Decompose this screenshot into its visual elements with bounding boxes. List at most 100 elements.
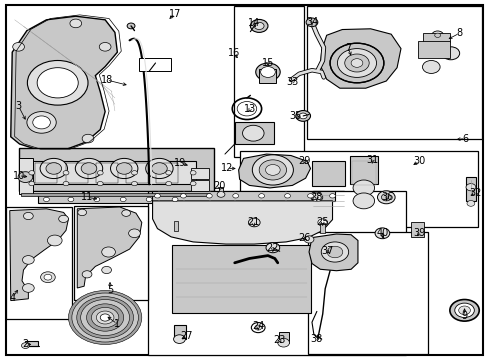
Circle shape <box>265 165 280 175</box>
Text: 3: 3 <box>16 101 21 111</box>
Bar <box>156 163 178 183</box>
Text: 6: 6 <box>462 134 468 144</box>
Bar <box>239 151 477 227</box>
Bar <box>173 325 185 339</box>
Circle shape <box>97 171 103 175</box>
Text: 35: 35 <box>289 111 302 121</box>
Circle shape <box>206 194 212 198</box>
Circle shape <box>277 338 289 347</box>
Text: 25: 25 <box>316 217 328 228</box>
Circle shape <box>68 197 74 202</box>
Circle shape <box>258 194 264 198</box>
Text: 16: 16 <box>227 48 240 58</box>
Bar <box>65 163 87 183</box>
Text: 7: 7 <box>345 42 350 53</box>
Circle shape <box>465 184 475 191</box>
Bar <box>233 6 304 157</box>
Circle shape <box>173 335 185 343</box>
Bar <box>410 222 424 237</box>
Ellipse shape <box>72 293 138 342</box>
Text: 31: 31 <box>366 155 378 165</box>
Text: 10: 10 <box>12 171 25 181</box>
Bar <box>35 163 57 183</box>
Polygon shape <box>238 154 310 188</box>
Circle shape <box>102 266 111 274</box>
Circle shape <box>265 243 279 253</box>
Ellipse shape <box>91 307 119 328</box>
Circle shape <box>381 194 390 201</box>
Circle shape <box>377 191 394 204</box>
Circle shape <box>22 256 34 264</box>
Ellipse shape <box>68 291 142 345</box>
Circle shape <box>116 163 132 174</box>
Circle shape <box>232 194 238 198</box>
Circle shape <box>59 215 68 222</box>
Circle shape <box>127 23 135 29</box>
Circle shape <box>454 303 473 318</box>
Bar <box>126 163 148 183</box>
Circle shape <box>128 229 140 238</box>
Ellipse shape <box>96 311 114 324</box>
Text: 40: 40 <box>375 228 388 238</box>
Circle shape <box>305 18 317 27</box>
Circle shape <box>165 171 171 175</box>
Circle shape <box>172 197 178 202</box>
Bar <box>96 163 118 183</box>
Circle shape <box>458 306 469 315</box>
Circle shape <box>299 113 306 119</box>
Bar <box>38 195 199 203</box>
Polygon shape <box>152 201 332 244</box>
Bar <box>24 161 195 184</box>
Circle shape <box>180 194 186 198</box>
Text: 34: 34 <box>305 17 318 27</box>
Bar <box>259 69 276 83</box>
Text: 38: 38 <box>310 334 323 344</box>
Bar <box>234 122 273 144</box>
Circle shape <box>352 193 374 209</box>
Text: 29: 29 <box>297 156 310 166</box>
Circle shape <box>250 19 267 32</box>
Text: 37: 37 <box>321 246 333 256</box>
Circle shape <box>217 192 224 197</box>
Circle shape <box>329 194 335 198</box>
Circle shape <box>40 158 67 179</box>
Text: 30: 30 <box>412 156 425 166</box>
Bar <box>19 158 33 194</box>
Bar <box>349 156 377 184</box>
Circle shape <box>44 274 52 280</box>
Text: 27: 27 <box>180 330 193 341</box>
Text: 17: 17 <box>168 9 181 19</box>
Bar <box>417 41 449 58</box>
Text: 28: 28 <box>310 192 323 202</box>
Bar <box>465 177 475 201</box>
Bar <box>307 232 427 354</box>
Bar <box>422 33 449 42</box>
Circle shape <box>190 181 196 186</box>
Circle shape <box>431 31 443 40</box>
Text: 13: 13 <box>244 104 256 114</box>
Circle shape <box>131 171 137 175</box>
Bar <box>219 187 223 194</box>
Circle shape <box>27 112 56 133</box>
Polygon shape <box>320 29 400 88</box>
Circle shape <box>254 22 264 30</box>
Bar <box>19 148 214 191</box>
Circle shape <box>374 228 389 239</box>
Circle shape <box>154 194 160 198</box>
Circle shape <box>63 181 69 186</box>
Polygon shape <box>11 16 117 149</box>
Bar <box>351 161 375 185</box>
Text: 4: 4 <box>9 293 15 303</box>
Text: 24: 24 <box>251 321 264 331</box>
Bar <box>190 168 209 179</box>
Text: 2: 2 <box>22 339 28 349</box>
Circle shape <box>41 272 55 283</box>
Circle shape <box>284 194 290 198</box>
Circle shape <box>145 158 173 179</box>
Bar <box>278 332 288 343</box>
Circle shape <box>63 171 69 175</box>
Circle shape <box>449 300 478 321</box>
Circle shape <box>259 160 286 180</box>
Circle shape <box>190 171 196 175</box>
Circle shape <box>43 197 49 202</box>
